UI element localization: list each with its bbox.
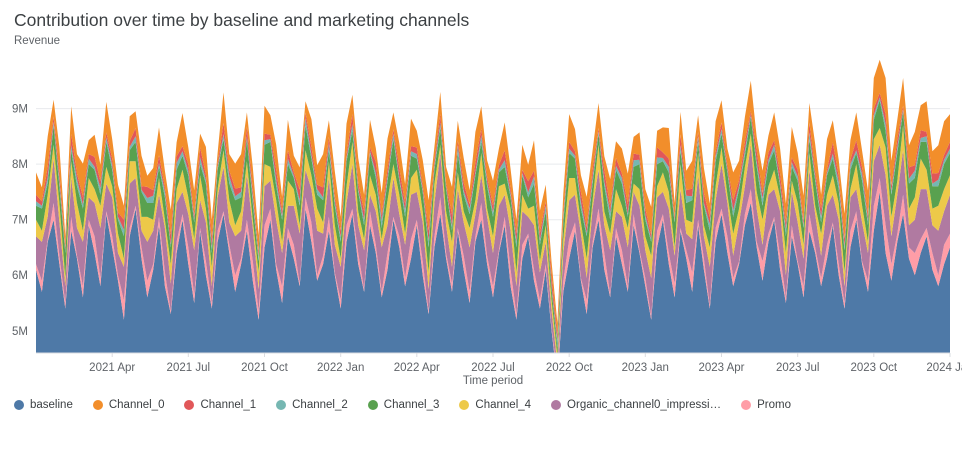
x-tick-label: 2023 Jul <box>776 362 819 374</box>
legend-label: Channel_3 <box>383 399 440 411</box>
x-tick-label: 2021 Jul <box>167 362 210 374</box>
legend-label: Channel_0 <box>108 399 165 411</box>
legend-swatch-icon <box>459 400 470 410</box>
legend-item-channel-4[interactable]: Channel_4 <box>459 399 531 411</box>
legend-swatch-icon <box>367 400 378 410</box>
stacked-area-chart[interactable]: 5M 6M 7M 8M 9M 2021 Apr 2021 Jul 2021 Oct 2022 J… <box>0 53 962 377</box>
area-series-channel-4[interactable] <box>36 125 950 364</box>
legend-swatch-icon <box>551 400 562 410</box>
legend: baseline Channel_0 Channel_1 Channel_2 Chann… <box>14 399 962 411</box>
y-tick-label: 5M <box>12 326 28 338</box>
legend-item-baseline[interactable]: baseline <box>14 399 73 411</box>
y-tick-label: 9M <box>12 104 28 116</box>
legend-swatch-icon <box>92 400 103 410</box>
legend-label: Channel_2 <box>292 399 348 411</box>
area-series-channel-3[interactable] <box>36 100 950 356</box>
legend-label: Promo <box>757 399 791 411</box>
y-tick-label: 6M <box>12 270 28 282</box>
x-tick-label: 2023 Apr <box>698 362 744 374</box>
x-tick-label: 2022 Apr <box>394 362 440 374</box>
legend-label: Organic_channel0_impressi… <box>567 399 722 411</box>
legend-swatch-icon <box>184 400 195 410</box>
x-tick-label: 2023 Oct <box>850 362 897 374</box>
y-axis-title: Revenue <box>14 35 61 47</box>
legend-label: baseline <box>30 399 73 411</box>
area-series-baseline[interactable] <box>36 191 950 377</box>
legend-item-channel-1[interactable]: Channel_1 <box>184 399 256 411</box>
x-axis-title: Time period <box>462 375 524 387</box>
legend-item-channel-0[interactable]: Channel_0 <box>92 399 165 411</box>
x-tick-label: 2022 Jan <box>317 362 364 374</box>
legend-label: Channel_1 <box>200 399 257 411</box>
x-tick-label: 2022 Jul <box>471 362 514 374</box>
legend-item-organic-channel0-impressi-[interactable]: Organic_channel0_impressi… <box>551 399 721 411</box>
page-title: Contribution over time by baseline and m… <box>14 10 470 30</box>
x-tick-label: 2021 Apr <box>89 362 135 374</box>
legend-item-channel-2[interactable]: Channel_2 <box>276 399 348 411</box>
x-tick-label: 2023 Jan <box>622 362 669 374</box>
legend-swatch-icon <box>741 400 752 410</box>
legend-label: Channel_4 <box>475 399 532 411</box>
x-tick-label: 2024 Jan <box>926 362 962 374</box>
area-series-organic-channel0-impressi-[interactable] <box>36 144 950 376</box>
area-series-channel-0[interactable] <box>36 59 950 335</box>
legend-item-channel-3[interactable]: Channel_3 <box>367 399 440 411</box>
legend-item-promo[interactable]: Promo <box>741 399 791 411</box>
y-tick-label: 8M <box>12 159 28 171</box>
legend-swatch-icon <box>14 400 24 410</box>
y-tick-label: 7M <box>12 215 28 227</box>
x-tick-label: 2022 Oct <box>546 362 593 374</box>
chart-card: Contribution over time by baseline and m… <box>0 10 962 411</box>
x-tick-label: 2021 Oct <box>241 362 288 374</box>
legend-swatch-icon <box>276 400 287 410</box>
